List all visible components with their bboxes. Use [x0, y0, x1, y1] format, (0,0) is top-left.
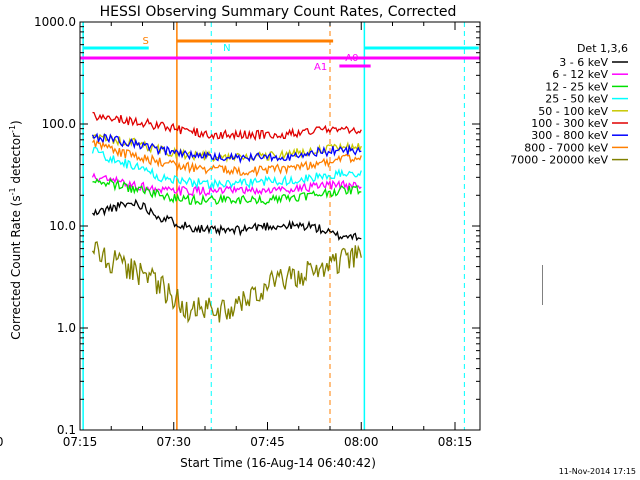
legend-label: 3 - 6 keV — [559, 56, 608, 69]
x-tick-label: 07:00 — [0, 435, 4, 449]
y-tick-label: 1.0 — [57, 321, 76, 335]
svg-text:Corrected Count Rate (s: Corrected Count Rate (s-1 detector-1) — [8, 120, 23, 340]
x-tick-label: 08:00 — [344, 435, 379, 449]
series-line — [92, 111, 362, 142]
y-axis-sup-2: -1 — [8, 125, 17, 133]
legend-label: 800 - 7000 keV — [524, 141, 608, 154]
legend-label: 7000 - 20000 keV — [510, 154, 608, 167]
y-tick-label: 0.1 — [57, 423, 76, 437]
series-line — [91, 241, 362, 324]
y-axis-label-group: Corrected Count Rate (s-1 detector-1) — [8, 120, 23, 340]
a1-label: A1 — [314, 62, 327, 73]
chart-axes: 0.11.010.0100.01000.006:4507:0007:1507:3… — [0, 15, 481, 449]
series-line — [91, 138, 362, 178]
series-line — [91, 172, 362, 197]
plot-frame — [79, 21, 481, 431]
a0-label: A0 — [345, 53, 358, 64]
x-axis-label: Start Time (16-Aug-14 06:40:42) — [180, 456, 376, 470]
legend-title: Det 1,3,6 — [577, 42, 628, 55]
chart-marks: S N A0 A1 — [80, 22, 543, 430]
legend-label: 300 - 800 keV — [531, 129, 608, 142]
y-axis-sup-1: -1 — [8, 187, 17, 195]
night-label: N — [223, 43, 230, 54]
y-axis-label: Corrected Count Rate — [9, 210, 23, 340]
legend-label: 12 - 25 keV — [545, 80, 608, 93]
series-line — [92, 177, 362, 206]
legend-label: 25 - 50 keV — [545, 93, 608, 106]
y-tick-label: 1000.0 — [34, 15, 76, 29]
saa-label: S — [142, 36, 148, 47]
legend-label: 6 - 12 keV — [552, 68, 608, 81]
series-line — [91, 146, 362, 191]
series-line — [91, 132, 362, 164]
series-line — [91, 198, 362, 242]
footer-date: 11-Nov-2014 17:15 — [559, 467, 636, 476]
series-line — [91, 132, 362, 163]
x-tick-label: 08:15 — [438, 435, 473, 449]
y-tick-label: 100.0 — [42, 117, 76, 131]
x-tick-label: 07:30 — [156, 435, 191, 449]
y-tick-label: 10.0 — [49, 219, 76, 233]
x-tick-label: 07:15 — [63, 435, 98, 449]
x-tick-label: 07:45 — [250, 435, 285, 449]
legend-label: 100 - 300 keV — [531, 117, 608, 130]
legend-label: 50 - 100 keV — [538, 105, 608, 118]
chart-title: HESSI Observing Summary Count Rates, Cor… — [100, 4, 457, 20]
